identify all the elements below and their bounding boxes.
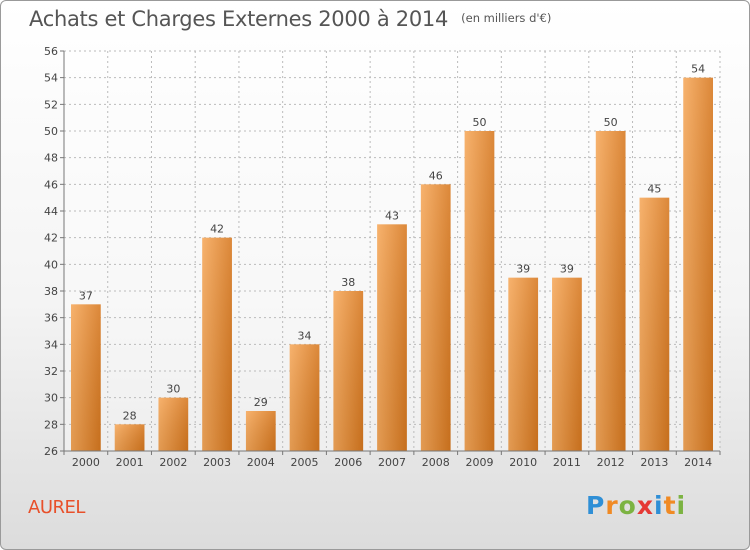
bar-shade [70, 304, 101, 451]
bar-shade [333, 291, 364, 451]
y-tick-label: 50 [44, 125, 58, 138]
logo-letter: i [654, 491, 664, 520]
y-tick-label: 46 [44, 178, 58, 191]
y-tick-label: 30 [44, 392, 58, 405]
x-tick-label: 2003 [203, 456, 231, 469]
bar-shade [595, 131, 626, 451]
data-label: 38 [341, 276, 355, 289]
data-label: 45 [647, 183, 661, 196]
x-tick-label: 2002 [159, 456, 187, 469]
y-tick-label: 44 [44, 205, 58, 218]
data-label: 34 [298, 329, 312, 342]
x-tick-label: 2000 [72, 456, 100, 469]
bar-shade [639, 197, 670, 451]
x-tick-label: 2013 [640, 456, 668, 469]
x-tick-label: 2012 [597, 456, 625, 469]
x-tick-label: 2011 [553, 456, 581, 469]
data-label: 43 [385, 209, 399, 222]
x-tick-label: 2014 [684, 456, 712, 469]
data-label: 39 [560, 263, 574, 276]
y-tick-label: 34 [44, 338, 58, 351]
bar-shade [245, 411, 276, 451]
x-tick-label: 2001 [116, 456, 144, 469]
title-line: Achats et Charges Externes 2000 à 2014 (… [29, 7, 551, 31]
y-tick-label: 28 [44, 418, 58, 431]
logo-letter: r [605, 491, 619, 520]
x-tick-label: 2009 [465, 456, 493, 469]
bar-shade [464, 131, 495, 451]
bar-shade [114, 424, 145, 451]
proxiti-logo: Proxiti [586, 491, 686, 520]
y-tick-label: 52 [44, 98, 58, 111]
bar-shade [683, 77, 714, 452]
x-tick-label: 2007 [378, 456, 406, 469]
y-tick-label: 56 [44, 45, 58, 58]
bar-shade [552, 277, 582, 451]
data-label: 50 [604, 116, 618, 129]
x-tick-label: 2005 [291, 456, 319, 469]
bar-shade [289, 344, 320, 451]
x-tick-label: 2004 [247, 456, 275, 469]
bar-shade [508, 277, 539, 451]
y-tick-label: 54 [44, 72, 58, 85]
y-tick-label: 42 [44, 232, 58, 245]
y-tick-label: 40 [44, 258, 58, 271]
data-label: 54 [691, 63, 705, 76]
y-tick-label: 32 [44, 365, 58, 378]
chart-title: Achats et Charges Externes 2000 à 2014 [29, 7, 449, 31]
data-label: 28 [123, 409, 137, 422]
data-label: 50 [472, 116, 486, 129]
data-label: 30 [166, 383, 180, 396]
data-label: 46 [429, 169, 443, 182]
logo-letter: P [586, 491, 606, 520]
chart-unit: (en milliers d'€) [461, 11, 552, 25]
bar-shade [202, 237, 232, 451]
logo-letter: t [663, 491, 677, 520]
data-label: 29 [254, 396, 268, 409]
x-tick-label: 2006 [334, 456, 362, 469]
logo-letter: x [636, 491, 654, 520]
data-label: 37 [79, 289, 93, 302]
commune-name: AUREL [28, 497, 85, 518]
logo-letter: o [618, 491, 637, 520]
y-tick-label: 38 [44, 285, 58, 298]
data-label: 39 [516, 263, 530, 276]
bar-shade [158, 397, 189, 451]
data-label: 42 [210, 223, 224, 236]
logo-letter: i [676, 491, 687, 520]
x-tick-label: 2008 [422, 456, 450, 469]
bar-shade [420, 184, 451, 452]
y-tick-label: 26 [44, 445, 58, 458]
bar-shade [377, 224, 407, 451]
y-tick-label: 36 [44, 312, 58, 325]
x-tick-label: 2010 [509, 456, 537, 469]
y-tick-label: 48 [44, 152, 58, 165]
